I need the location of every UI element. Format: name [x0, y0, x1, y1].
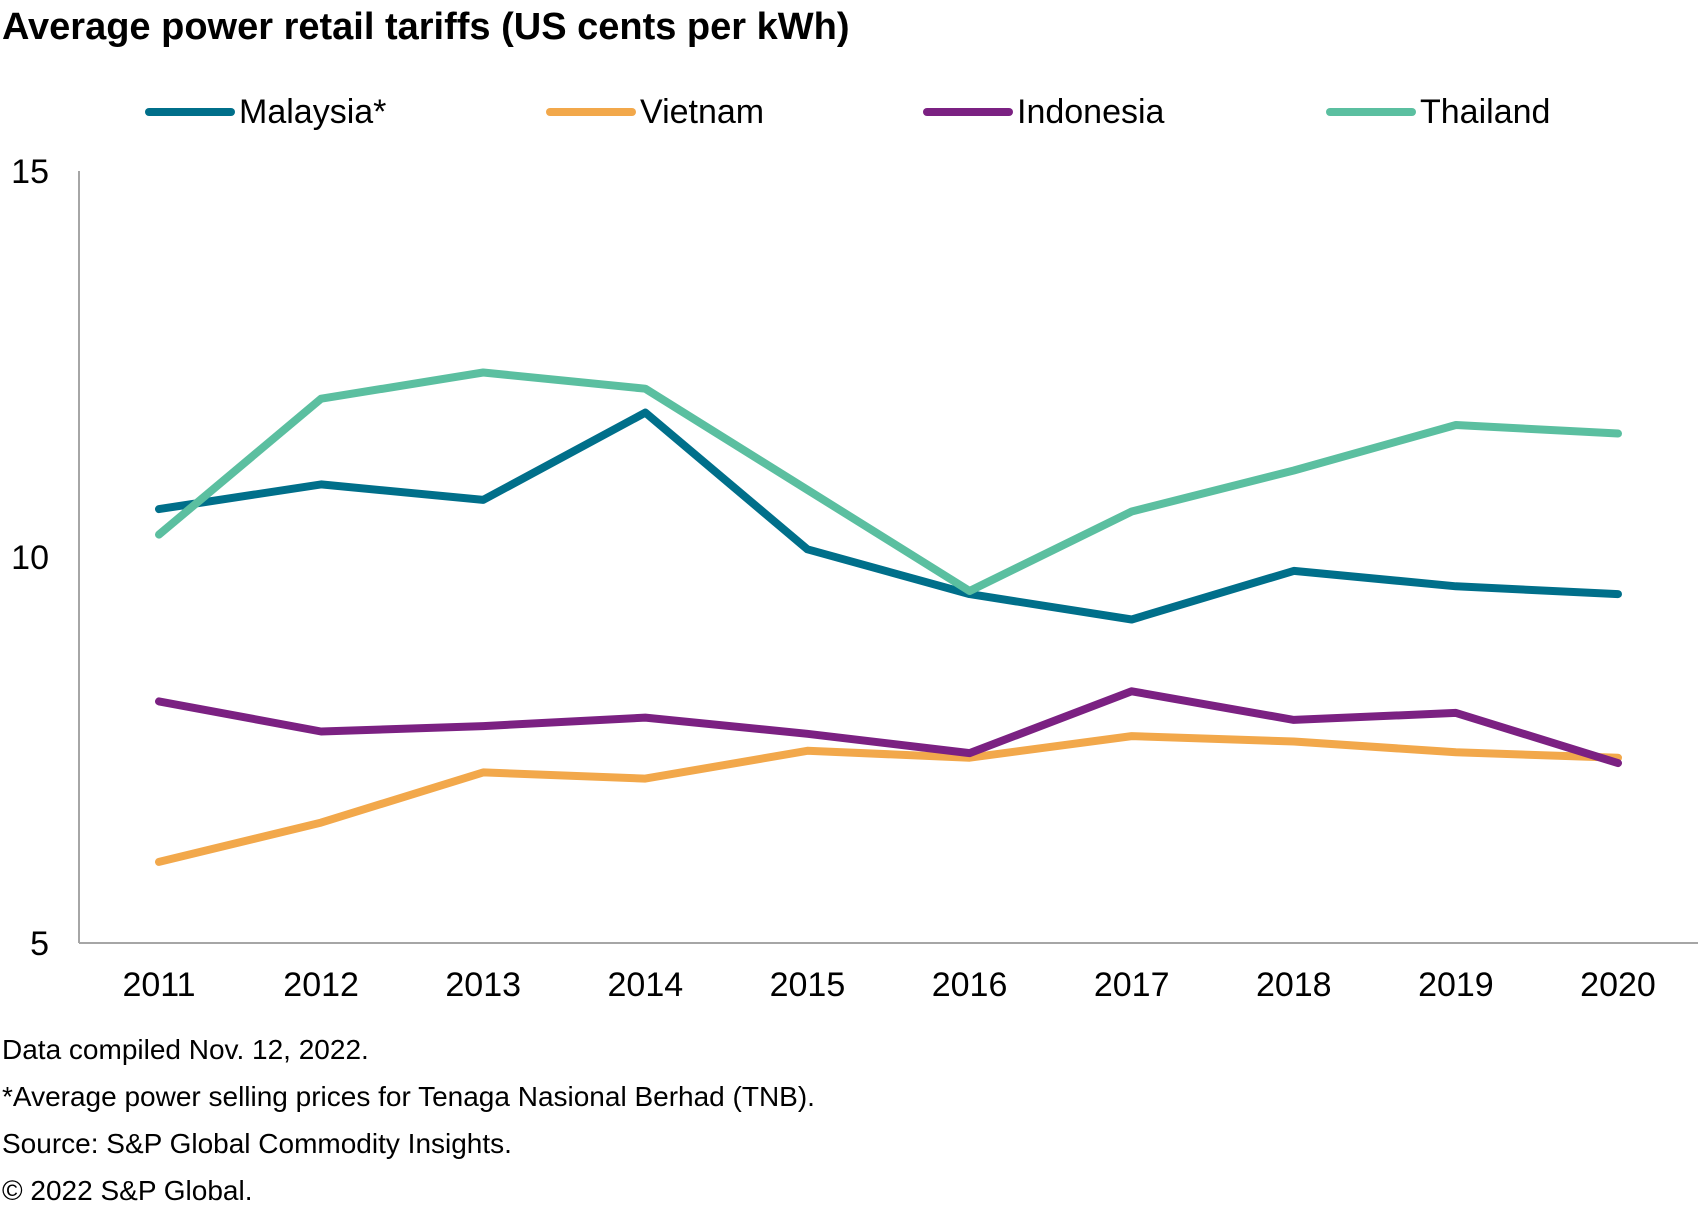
- x-tick-label: 2019: [1418, 966, 1494, 1004]
- x-tick-label: 2011: [122, 966, 195, 1004]
- legend-label: Malaysia*: [239, 92, 387, 131]
- legend-item-thailand: Thailand: [1326, 92, 1550, 132]
- y-tick-label: 10: [11, 539, 49, 577]
- series-line-thailand: [155, 368, 1622, 595]
- x-tick-label: 2018: [1256, 966, 1332, 1004]
- x-tick-label: 2016: [932, 966, 1008, 1004]
- legend-swatch: [546, 108, 636, 116]
- note-data-compiled: Data compiled Nov. 12, 2022.: [2, 1034, 369, 1065]
- legend-swatch: [1326, 108, 1416, 116]
- y-tick-label: 15: [11, 153, 49, 191]
- chart-title: Average power retail tariffs (US cents p…: [2, 6, 850, 48]
- x-tick-label: 2015: [770, 966, 846, 1004]
- x-tick-label: 2013: [445, 966, 521, 1004]
- legend-item-vietnam: Vietnam: [546, 92, 764, 132]
- note-footnote: *Average power selling prices for Tenaga…: [2, 1081, 815, 1112]
- x-tick-label: 2014: [608, 966, 684, 1004]
- legend-swatch: [145, 108, 235, 116]
- series-line-malaysia: [155, 408, 1622, 624]
- x-tick-label: 2012: [283, 966, 359, 1004]
- legend-label: Thailand: [1420, 92, 1551, 131]
- legend-label: Indonesia: [1017, 92, 1165, 131]
- x-tick-label: 2017: [1094, 966, 1170, 1004]
- note-copyright: © 2022 S&P Global.: [2, 1175, 253, 1206]
- y-tick-label: 5: [30, 925, 49, 963]
- series-line-indonesia: [155, 687, 1622, 768]
- legend-label: Vietnam: [640, 92, 765, 131]
- series-line-vietnam: [155, 732, 1622, 866]
- x-tick-label: 2020: [1580, 966, 1656, 1004]
- legend-swatch: [923, 108, 1013, 116]
- legend-item-indonesia: Indonesia: [923, 92, 1164, 132]
- legend-item-malaysia: Malaysia*: [145, 92, 386, 132]
- note-source: Source: S&P Global Commodity Insights.: [2, 1128, 512, 1159]
